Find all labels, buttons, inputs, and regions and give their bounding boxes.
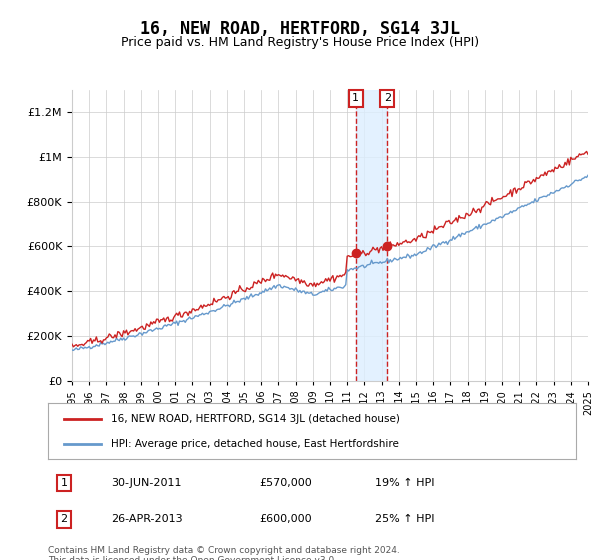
Text: Price paid vs. HM Land Registry's House Price Index (HPI): Price paid vs. HM Land Registry's House … [121, 36, 479, 49]
Text: 1: 1 [61, 478, 67, 488]
Text: 1: 1 [352, 94, 359, 104]
Text: 26-APR-2013: 26-APR-2013 [112, 515, 183, 524]
Text: £600,000: £600,000 [259, 515, 312, 524]
Text: 19% ↑ HPI: 19% ↑ HPI [376, 478, 435, 488]
Text: 16, NEW ROAD, HERTFORD, SG14 3JL (detached house): 16, NEW ROAD, HERTFORD, SG14 3JL (detach… [112, 414, 400, 424]
Text: 16, NEW ROAD, HERTFORD, SG14 3JL: 16, NEW ROAD, HERTFORD, SG14 3JL [140, 20, 460, 38]
Text: Contains HM Land Registry data © Crown copyright and database right 2024.
This d: Contains HM Land Registry data © Crown c… [48, 546, 400, 560]
Text: £570,000: £570,000 [259, 478, 312, 488]
Text: 30-JUN-2011: 30-JUN-2011 [112, 478, 182, 488]
Text: 2: 2 [60, 515, 67, 524]
Bar [356, 90, 387, 381]
Text: HPI: Average price, detached house, East Hertfordshire: HPI: Average price, detached house, East… [112, 438, 399, 449]
Text: 25% ↑ HPI: 25% ↑ HPI [376, 515, 435, 524]
Text: 2: 2 [384, 94, 391, 104]
